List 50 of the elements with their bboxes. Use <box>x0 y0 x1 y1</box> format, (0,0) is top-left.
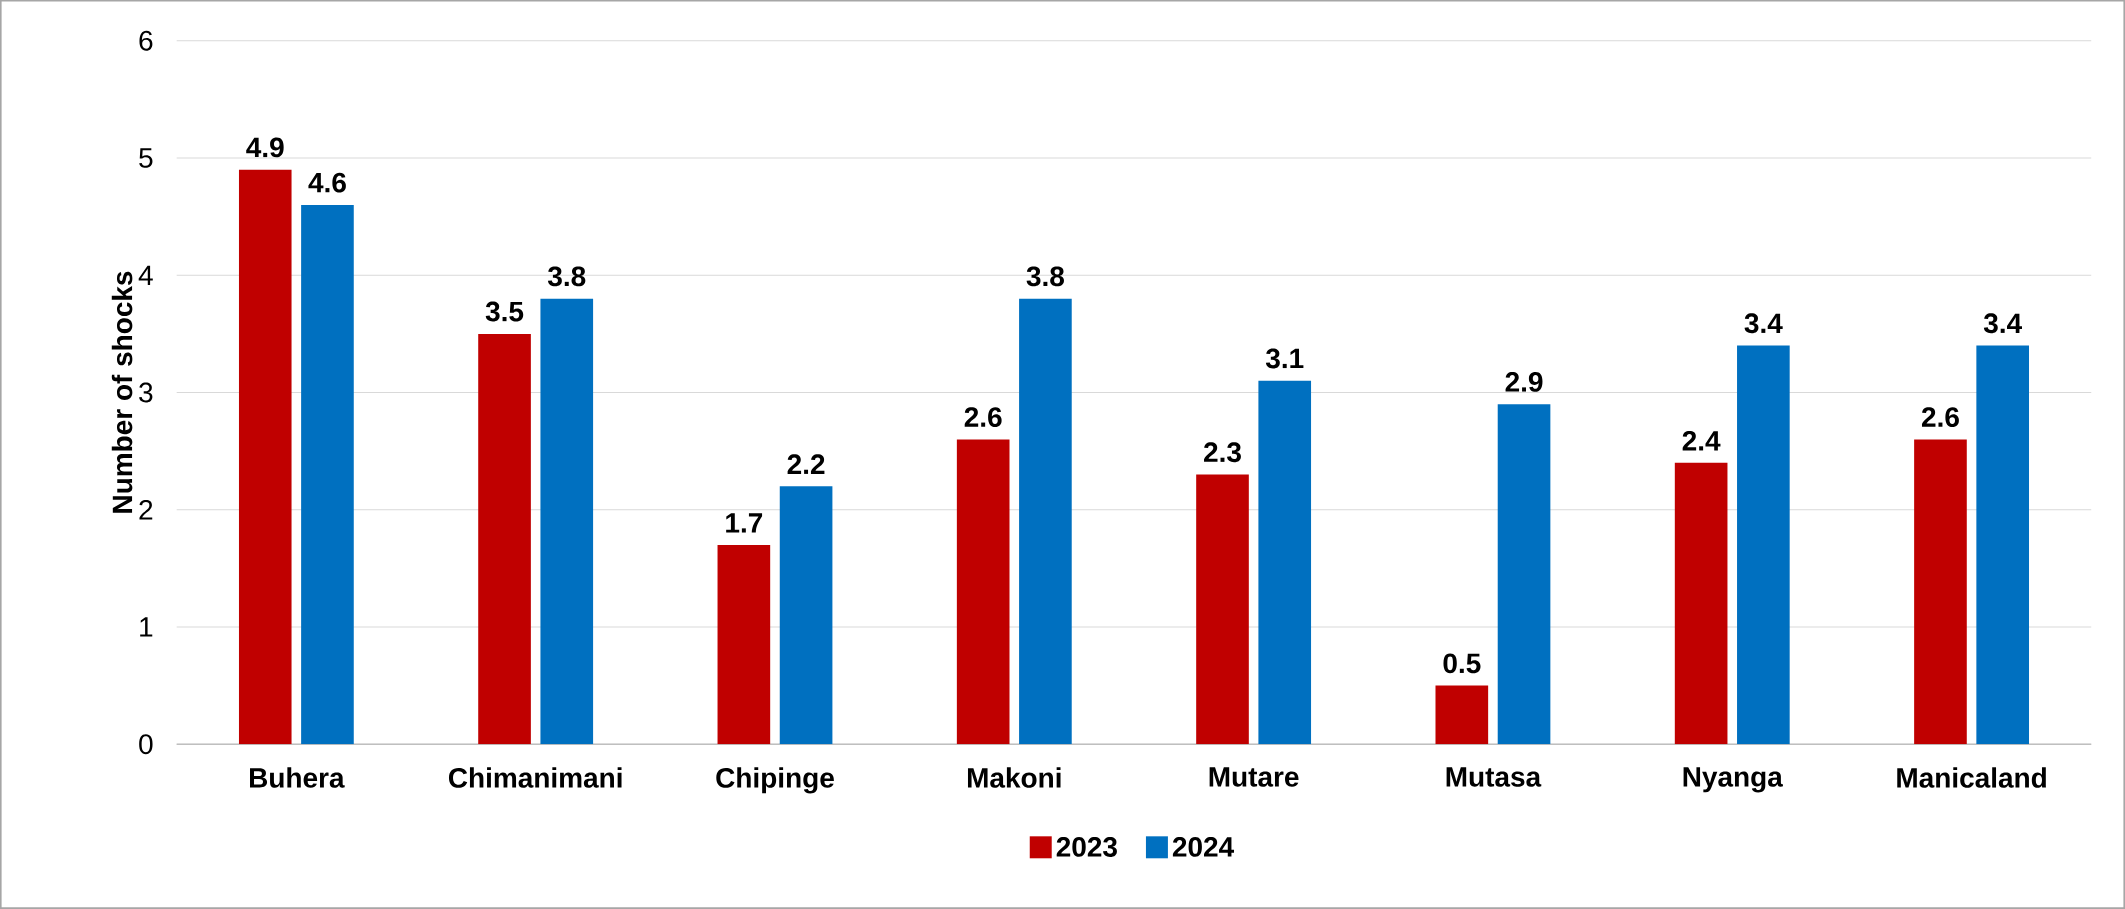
bar <box>956 439 1010 745</box>
legend-label: 2023 <box>1056 837 1117 857</box>
bar <box>1497 404 1551 745</box>
bar <box>1914 439 1967 745</box>
y-tick-label: 0 <box>139 734 153 755</box>
data-label: 2.6 <box>1921 407 1959 428</box>
x-tick-label: Manicaland <box>1897 767 2046 788</box>
y-tick-label: 5 <box>139 148 153 168</box>
bar <box>1976 345 2030 745</box>
y-tick-label: 3 <box>139 382 153 403</box>
x-tick-label: Makoni <box>967 767 1061 788</box>
bar <box>1674 462 1728 745</box>
x-tick-label: Mutare <box>1209 767 1299 787</box>
data-label: 3.8 <box>547 266 586 287</box>
data-label: 3.5 <box>485 301 524 322</box>
x-tick-label: Nyanga <box>1683 767 1783 793</box>
bar <box>717 544 771 745</box>
y-tick-label: 2 <box>139 500 153 520</box>
y-tick-label: 4 <box>138 265 153 285</box>
data-label: 2.9 <box>1505 372 1543 392</box>
x-tick-label: Buhera <box>250 767 345 788</box>
data-label: 2.4 <box>1682 430 1721 451</box>
bar <box>1435 685 1489 745</box>
bar <box>238 169 292 745</box>
bar <box>1737 345 1790 745</box>
legend-label: 2024 <box>1172 837 1235 857</box>
x-tick-label: Mutasa <box>1446 767 1542 787</box>
data-label: 3.8 <box>1026 266 1064 287</box>
y-tick-label: 1 <box>140 617 153 637</box>
data-label: 0.5 <box>1443 653 1481 674</box>
data-label: 4.6 <box>308 172 346 193</box>
data-label: 2.2 <box>787 454 825 474</box>
bar <box>1196 474 1249 745</box>
bar <box>1019 298 1072 745</box>
data-label: 2.6 <box>964 407 1002 428</box>
bar <box>478 333 531 745</box>
bar <box>779 486 833 745</box>
bar <box>1258 380 1312 745</box>
data-label: 3.4 <box>1744 313 1783 334</box>
data-label: 4.9 <box>246 137 284 158</box>
bar <box>540 298 594 745</box>
y-axis-title: Number of shocks <box>111 271 133 513</box>
data-label: 3.4 <box>1983 313 2022 334</box>
bar <box>301 204 354 745</box>
data-label: 3.1 <box>1265 348 1304 369</box>
data-label: 2.3 <box>1204 442 1241 463</box>
x-tick-label: Chimanimani <box>448 767 622 788</box>
data-label: 1.7 <box>726 513 763 533</box>
x-tick-label: Chipinge <box>716 767 834 794</box>
y-tick-label: 6 <box>139 30 153 51</box>
